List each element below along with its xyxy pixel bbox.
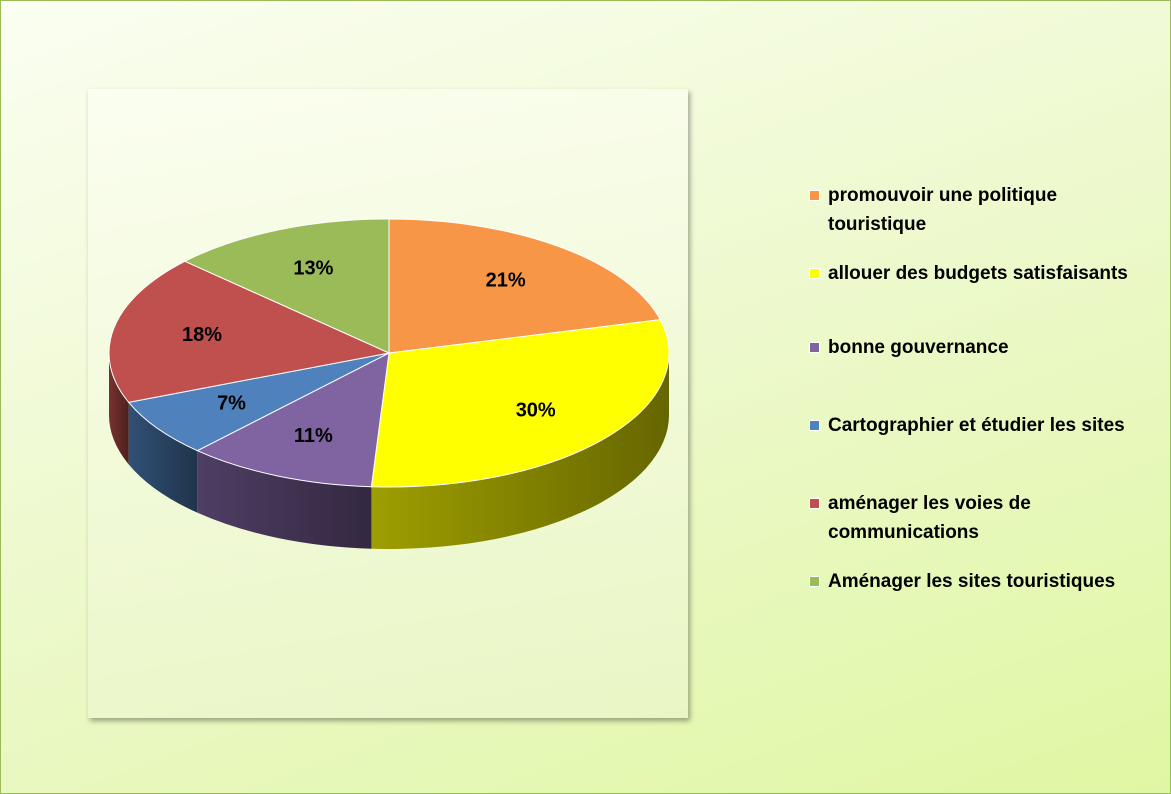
pie-slice xyxy=(388,218,661,354)
legend-swatch xyxy=(809,576,820,587)
legend-item: allouer des budgets satisfaisants xyxy=(809,259,1149,288)
legend-item: Cartographier et étudier les sites xyxy=(809,411,1149,440)
legend-label: aménager les voies de communications xyxy=(828,493,1031,543)
pie-slice xyxy=(108,260,391,403)
legend-swatch xyxy=(809,420,820,431)
legend-item: Aménager les sites touristiques xyxy=(809,567,1149,596)
data-label: 30% xyxy=(516,399,556,421)
legend-item: bonne gouvernance xyxy=(809,333,1149,362)
pie-slice-side xyxy=(371,353,669,549)
data-label: 21% xyxy=(486,269,526,291)
data-label: 11% xyxy=(294,425,333,447)
legend-swatch xyxy=(809,342,820,353)
legend-label: Aménager les sites touristiques xyxy=(828,571,1116,592)
data-label: 13% xyxy=(293,258,333,280)
legend-item: aménager les voies de communications xyxy=(809,489,1149,547)
legend-label: promouvoir une politique touristique xyxy=(828,185,1058,235)
pie-slice xyxy=(127,352,390,452)
legend-swatch xyxy=(809,498,820,509)
pie-slice-side xyxy=(197,450,372,549)
data-label: 7% xyxy=(217,392,246,414)
legend-label: Cartographier et étudier les sites xyxy=(828,415,1125,436)
pie-slice xyxy=(183,218,390,354)
data-label: 18% xyxy=(182,324,222,346)
pie-slice-side xyxy=(109,353,129,465)
pie-slice xyxy=(196,352,390,488)
legend-label: allouer des budgets satisfaisants xyxy=(828,263,1128,284)
legend-swatch xyxy=(809,268,820,279)
legend-label: bonne gouvernance xyxy=(828,337,1009,358)
pie-slice-side xyxy=(128,402,198,513)
legend-swatch xyxy=(809,190,820,201)
pie-slice xyxy=(370,319,670,488)
legend-item: promouvoir une politique touristique xyxy=(809,181,1149,239)
